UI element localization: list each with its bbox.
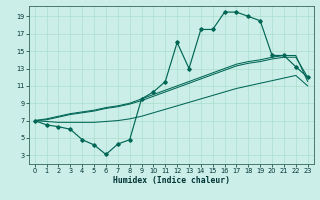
- X-axis label: Humidex (Indice chaleur): Humidex (Indice chaleur): [113, 176, 230, 185]
